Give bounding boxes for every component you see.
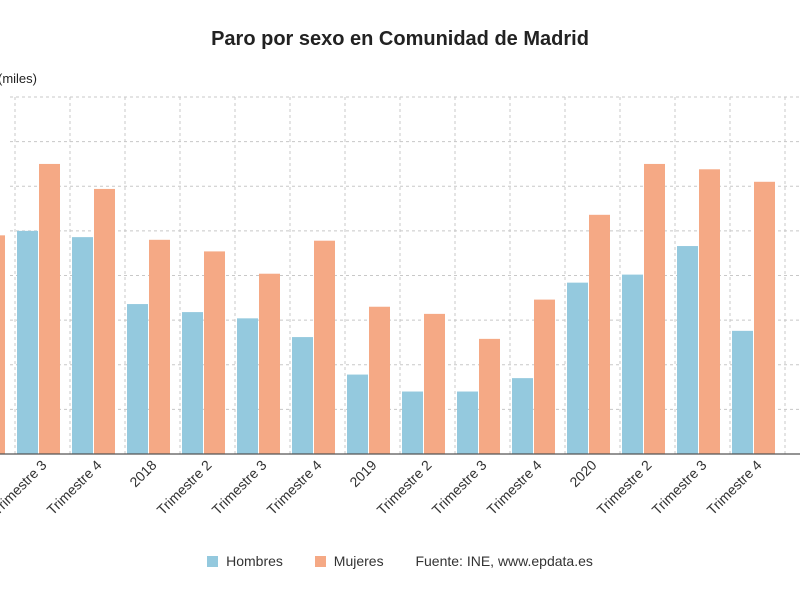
x-tick-label: 2020 xyxy=(566,457,599,490)
bar-mujeres-1 xyxy=(0,235,5,454)
legend-item-mujeres[interactable]: Mujeres xyxy=(314,553,384,569)
bar-mujeres-11 xyxy=(534,299,555,454)
legend: Hombres Mujeres Fuente: INE, www.epdata.… xyxy=(0,553,800,569)
bar-hombres-4 xyxy=(127,304,148,454)
y-axis-label: (miles) xyxy=(0,71,37,86)
bar-hombres-7 xyxy=(292,337,313,454)
legend-swatch-mujeres xyxy=(314,556,326,567)
x-tick-label: Trimestre 2 xyxy=(154,457,215,518)
bar-mujeres-10 xyxy=(479,338,500,454)
bar-hombres-13 xyxy=(622,274,643,454)
bar-hombres-12 xyxy=(567,282,588,454)
bar-mujeres-8 xyxy=(369,306,390,454)
bar-mujeres-13 xyxy=(644,163,665,454)
x-tick-label: Trimestre 3 xyxy=(429,457,490,518)
bar-mujeres-5 xyxy=(204,251,225,454)
bar-hombres-14 xyxy=(677,246,698,454)
x-tick-label: Trimestre 4 xyxy=(44,457,105,518)
bar-hombres-6 xyxy=(237,318,258,454)
bar-hombres-2 xyxy=(17,230,38,454)
x-tick-label: Trimestre 4 xyxy=(484,457,545,518)
bar-hombres-8 xyxy=(347,374,368,454)
bar-mujeres-6 xyxy=(259,273,280,454)
bar-hombres-9 xyxy=(402,391,423,454)
x-tick-label: Trimestre 3 xyxy=(0,457,50,518)
legend-label-mujeres: Mujeres xyxy=(333,553,384,569)
bar-mujeres-3 xyxy=(94,188,115,455)
x-tick-label: Trimestre 4 xyxy=(704,457,765,518)
x-tick-label: 2019 xyxy=(346,457,379,490)
bar-mujeres-14 xyxy=(699,169,720,455)
x-tick-label: Trimestre 4 xyxy=(264,457,325,518)
bar-mujeres-15 xyxy=(754,181,775,454)
bar-mujeres-9 xyxy=(424,313,445,454)
bar-mujeres-2 xyxy=(39,163,60,454)
bar-hombres-10 xyxy=(457,391,478,454)
bar-hombres-11 xyxy=(512,378,533,454)
x-tick-label: Trimestre 2 xyxy=(374,457,435,518)
legend-label-hombres: Hombres xyxy=(226,553,283,569)
bar-mujeres-7 xyxy=(314,240,335,454)
x-tick-label: 2018 xyxy=(126,457,159,490)
x-tick-label: Trimestre 3 xyxy=(209,457,270,518)
chart-title: Paro por sexo en Comunidad de Madrid xyxy=(211,28,589,50)
x-tick-label: Trimestre 3 xyxy=(649,457,710,518)
source-note: Fuente: INE, www.epdata.es xyxy=(415,553,593,569)
bar-hombres-5 xyxy=(182,312,203,454)
legend-swatch-hombres xyxy=(207,556,219,567)
x-tick-label: Trimestre 2 xyxy=(594,457,655,518)
legend-item-hombres[interactable]: Hombres xyxy=(207,553,283,569)
bar-hombres-3 xyxy=(72,237,93,454)
bar-hombres-15 xyxy=(732,330,753,454)
bar-mujeres-12 xyxy=(589,214,610,454)
bar-mujeres-4 xyxy=(149,239,170,454)
